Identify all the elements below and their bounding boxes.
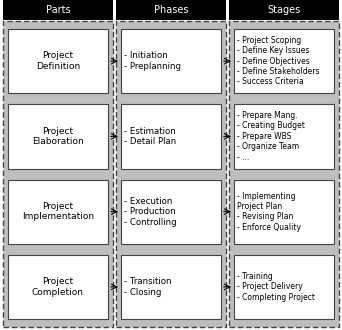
Text: Project
Completion: Project Completion <box>32 277 84 297</box>
Bar <box>121 29 221 93</box>
Text: Project
Definition: Project Definition <box>36 51 80 71</box>
Bar <box>8 29 108 93</box>
Text: - Implementing
Project Plan
- Revising Plan
- Enforce Quality: - Implementing Project Plan - Revising P… <box>237 191 301 232</box>
Bar <box>229 21 339 327</box>
Bar <box>116 21 226 327</box>
Text: - Project Scoping
- Define Key Issues
- Define Objectives
- Define Stakeholders
: - Project Scoping - Define Key Issues - … <box>237 36 319 86</box>
Text: Project
Elaboration: Project Elaboration <box>32 127 84 146</box>
Text: - Estimation
- Detail Plan: - Estimation - Detail Plan <box>124 127 176 146</box>
Text: Stages: Stages <box>267 5 301 15</box>
Text: Project
Implementation: Project Implementation <box>22 202 94 221</box>
Text: - Execution
- Production
- Controlling: - Execution - Production - Controlling <box>124 197 176 226</box>
Text: - Initiation
- Preplanning: - Initiation - Preplanning <box>124 51 181 71</box>
Bar <box>116 0 226 20</box>
Bar <box>8 255 108 319</box>
Text: - Training
- Project Delivery
- Completing Project: - Training - Project Delivery - Completi… <box>237 272 315 302</box>
Bar <box>234 104 334 169</box>
Bar <box>234 29 334 93</box>
Text: - Prepare Mang.
- Creating Budget
- Prepare WBS
- Organize Team
- ...: - Prepare Mang. - Creating Budget - Prep… <box>237 111 305 162</box>
Bar <box>229 0 339 20</box>
Bar <box>234 180 334 244</box>
Text: Parts: Parts <box>46 5 70 15</box>
Text: - Transition
- Closing: - Transition - Closing <box>124 277 171 297</box>
Bar <box>234 255 334 319</box>
Bar <box>8 180 108 244</box>
Bar <box>8 104 108 169</box>
Bar <box>3 0 113 20</box>
Bar <box>121 104 221 169</box>
Bar <box>3 21 113 327</box>
Bar <box>121 255 221 319</box>
Bar <box>121 180 221 244</box>
Text: Phases: Phases <box>154 5 188 15</box>
